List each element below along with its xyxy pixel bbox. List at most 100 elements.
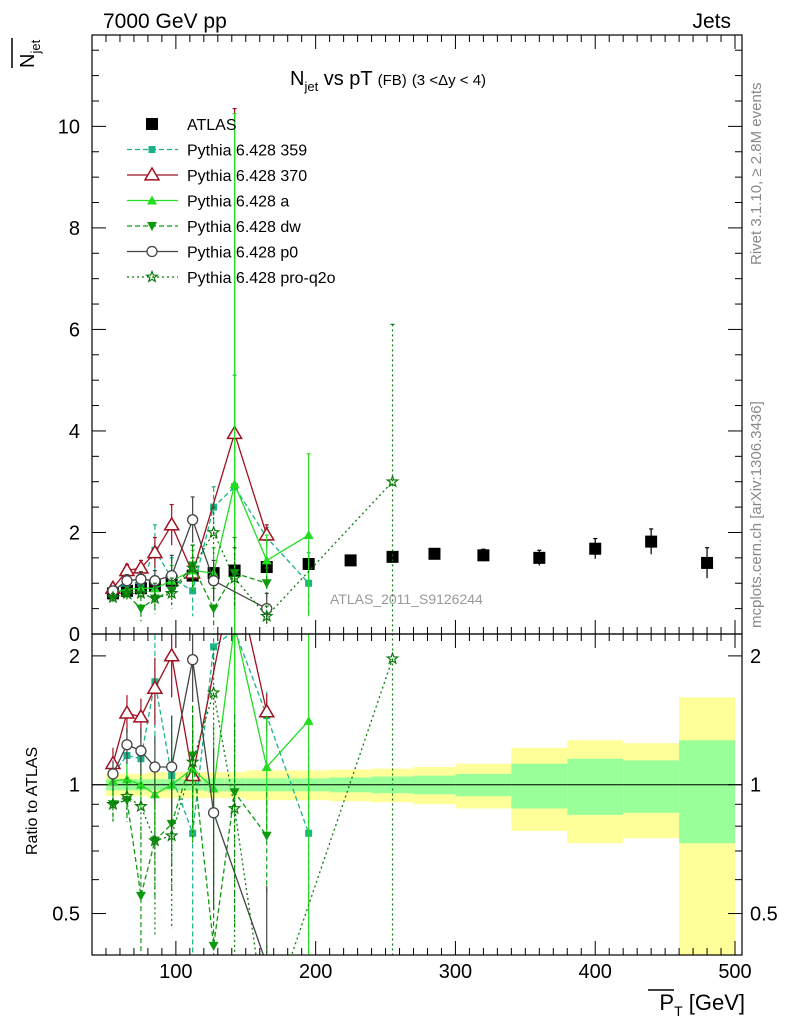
legend-entry-3: Pythia 6.428 a [127, 194, 289, 211]
ratio-point [385, 651, 400, 665]
data-point [163, 516, 180, 531]
data-point [207, 575, 220, 587]
data-point [261, 579, 272, 589]
ratio-point [134, 799, 148, 813]
ratio-point [164, 828, 179, 842]
y-tick-label: 0 [69, 624, 80, 646]
data-point [645, 535, 658, 548]
legend-label: Pythia 6.428 dw [187, 219, 301, 236]
series-line-3 [112, 482, 310, 594]
y-tick-label: 8 [69, 218, 80, 240]
side-label-bottom: mcplots.cern.ch [arXiv:1306.3436] [748, 401, 765, 628]
ratio-point [135, 891, 146, 901]
x-tick-label: 300 [439, 961, 472, 983]
legend-entry-6: Pythia 6.428 pro-q2o [127, 269, 336, 287]
ratio-point [262, 960, 272, 970]
legend-entry-2: Pythia 6.428 370 [127, 166, 307, 185]
ratio-point [261, 831, 272, 841]
watermark: ATLAS_2011_S9126244 [330, 591, 483, 607]
x-tick-label: 500 [718, 961, 751, 983]
series-line-1 [112, 485, 310, 592]
ratio-point [206, 685, 221, 699]
ratio-point [208, 941, 219, 951]
header-left: 7000 GeV pp [103, 10, 227, 33]
legend-label: Pythia 6.428 pro-q2o [187, 270, 336, 287]
legend-entry-5: Pythia 6.428 p0 [127, 245, 298, 262]
title-range: (3 <Δy < 4) [412, 72, 486, 89]
series-5 [107, 496, 273, 624]
ratio-point [118, 704, 136, 719]
y-tick-label: 2 [69, 522, 80, 544]
title-small: (FB) [378, 72, 407, 89]
ratio-point [135, 745, 147, 757]
data-point [148, 591, 162, 605]
data-point [303, 530, 314, 540]
ratio-series-5 [106, 634, 400, 955]
series-6 [106, 323, 400, 634]
ratio-point [148, 833, 162, 847]
data-point [344, 554, 357, 567]
ratio-y-tick-label: 0.5 [52, 904, 80, 926]
ratio-point [258, 703, 276, 718]
data-point [227, 570, 242, 584]
ratio-point [227, 801, 242, 815]
green-band-17 [679, 740, 736, 844]
ratio-point [120, 788, 134, 803]
ratio-point [229, 788, 240, 798]
ratio-point [207, 807, 220, 819]
series-4 [107, 536, 272, 629]
ylabel-main: N [17, 54, 39, 68]
data-point [135, 604, 146, 614]
legend: ATLAS Pythia 6.428 359 Pythia 6.428 370 Pyt… [127, 117, 336, 287]
data-point [229, 479, 240, 489]
ratio-point [149, 761, 161, 773]
header-right: Jets [692, 10, 731, 33]
xlabel-main: P [659, 990, 674, 1015]
data-point [259, 608, 274, 623]
data-point [477, 549, 490, 562]
main-title: Njet vs pT (FB) (3 <Δy < 4) [290, 68, 486, 94]
legend-label: Pythia 6.428 a [187, 194, 289, 211]
ratio-y-tick-label-right: 0.5 [750, 904, 778, 926]
ratio-y-tick-label-right: 1 [750, 775, 761, 797]
data-point [208, 604, 219, 614]
legend-label: Pythia 6.428 359 [187, 143, 307, 160]
data-point [261, 602, 273, 615]
ratio-marks [104, 634, 400, 970]
data-point [146, 544, 164, 559]
data-point [164, 586, 179, 600]
data-point [701, 556, 714, 569]
data-point [261, 555, 272, 565]
x-tick-label: 400 [579, 961, 612, 983]
data-point [149, 575, 161, 587]
ratio-series-group [104, 634, 400, 970]
legend-entry-4: Pythia 6.428 dw [127, 219, 301, 236]
ratio-point [185, 754, 200, 768]
data-point [589, 542, 602, 555]
x-tick-label: 100 [159, 961, 192, 983]
ratio-point [146, 679, 164, 694]
x-tick-label: 200 [299, 961, 332, 983]
green-band-15 [567, 758, 624, 815]
ratio-point [163, 647, 180, 662]
ratio-point [132, 708, 150, 723]
legend-label: Pythia 6.428 p0 [187, 245, 298, 262]
y-tick-label: 4 [69, 421, 80, 443]
legend-marker [146, 118, 158, 130]
ratio-y-tick-label: 1 [69, 775, 80, 797]
data-point [385, 474, 400, 488]
ratio-point [261, 761, 272, 771]
legend-marker [143, 166, 161, 181]
data-point [386, 550, 399, 563]
ratio-point [303, 715, 314, 725]
xlabel: PT [GeV] [659, 990, 745, 1019]
legend-label: Pythia 6.428 370 [187, 168, 307, 185]
ratio-line-2 [112, 634, 310, 796]
legend-marker [145, 269, 159, 283]
data-point [186, 514, 199, 526]
data-point [533, 551, 546, 564]
main-ylabel: Njet [17, 39, 43, 68]
data-point [428, 547, 441, 560]
